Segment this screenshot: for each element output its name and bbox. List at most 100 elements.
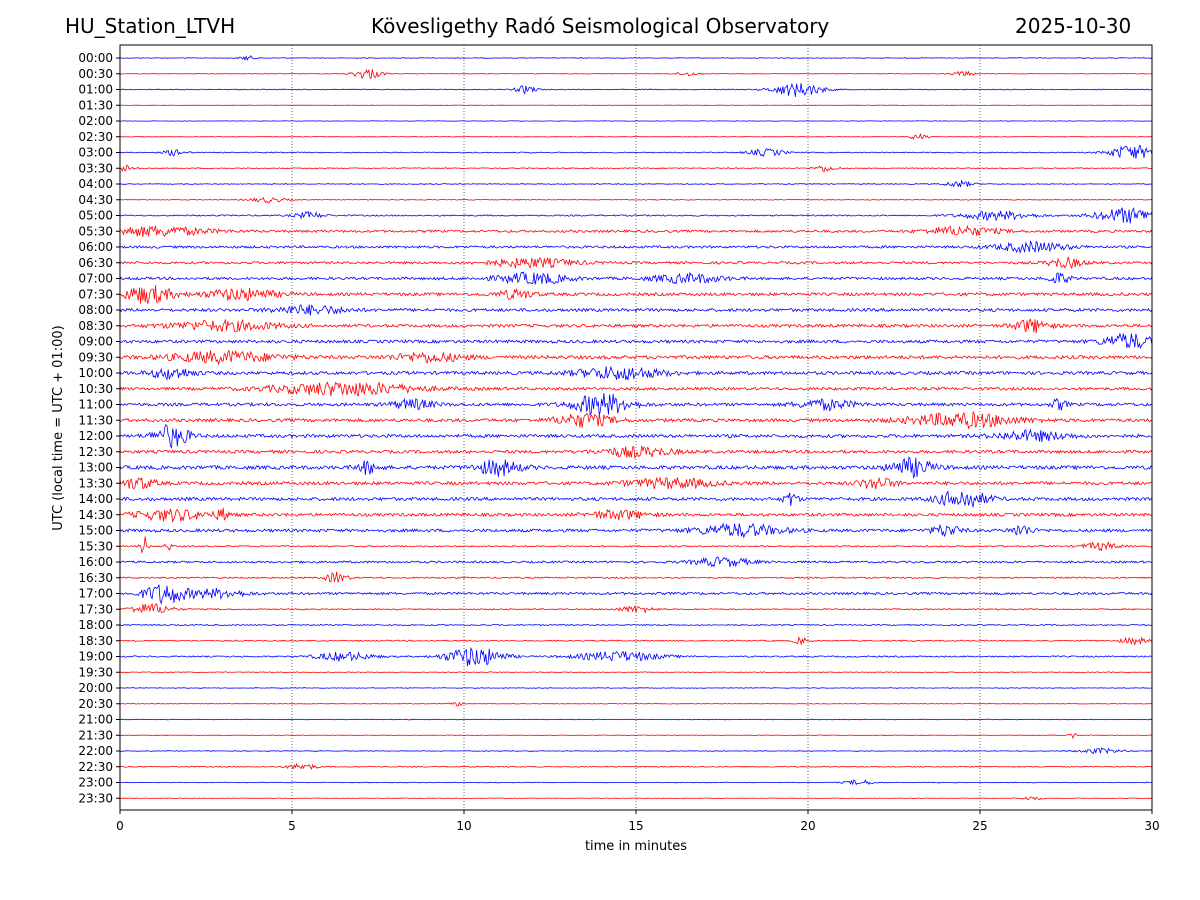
y-tick-label: 13:00 xyxy=(78,461,113,475)
trace-0530 xyxy=(119,224,1153,237)
trace-0600 xyxy=(119,240,1153,254)
x-tick-label: 30 xyxy=(1144,819,1159,833)
trace-1930 xyxy=(119,671,1152,674)
y-tick-label: 23:30 xyxy=(78,791,113,805)
trace-2200 xyxy=(119,747,1153,755)
date-title: 2025-10-30 xyxy=(1015,14,1132,38)
x-tick-label: 25 xyxy=(972,819,987,833)
trace-0000 xyxy=(119,54,1153,62)
trace-0300 xyxy=(119,144,1153,159)
trace-0730 xyxy=(119,285,1153,304)
trace-1500 xyxy=(119,522,1153,539)
trace-1330 xyxy=(119,476,1153,490)
y-tick-label: 19:00 xyxy=(78,650,113,664)
trace-2100 xyxy=(120,718,1153,721)
y-tick-label: 14:30 xyxy=(78,508,113,522)
y-tick-label: 11:00 xyxy=(78,398,113,412)
observatory-title: Kövesligethy Radó Seismological Observat… xyxy=(371,14,830,38)
trace-0400 xyxy=(119,179,1153,188)
y-tick-label: 04:00 xyxy=(78,177,113,191)
y-tick-label: 02:30 xyxy=(78,130,113,144)
trace-1700 xyxy=(119,584,1153,605)
x-tick-label: 10 xyxy=(456,819,471,833)
y-tick-label: 12:00 xyxy=(78,429,113,443)
y-tick-label: 15:30 xyxy=(78,539,113,553)
trace-1830 xyxy=(119,636,1153,647)
x-tick-label: 5 xyxy=(288,819,296,833)
y-tick-label: 18:00 xyxy=(78,618,113,632)
trace-0930 xyxy=(119,349,1153,366)
trace-0430 xyxy=(119,197,1153,204)
trace-1000 xyxy=(119,366,1153,381)
y-tick-label: 09:30 xyxy=(78,350,113,364)
y-tick-label: 06:30 xyxy=(78,256,113,270)
y-tick-label: 21:30 xyxy=(78,728,113,742)
x-tick-label: 0 xyxy=(116,819,124,833)
y-tick-label: 20:00 xyxy=(78,681,113,695)
trace-0330 xyxy=(119,164,1153,173)
y-tick-label: 08:30 xyxy=(78,319,113,333)
trace-1730 xyxy=(119,602,1153,614)
y-axis-label: UTC (local time = UTC + 01:00) xyxy=(51,325,66,530)
y-tick-label: 00:00 xyxy=(78,51,113,65)
y-tick-label: 16:00 xyxy=(78,555,113,569)
y-tick-label: 12:30 xyxy=(78,445,113,459)
trace-1130 xyxy=(119,410,1153,430)
y-tick-label: 02:00 xyxy=(78,114,113,128)
x-axis-label: time in minutes xyxy=(585,839,687,854)
y-tick-label: 10:00 xyxy=(78,366,113,380)
trace-2330 xyxy=(119,796,1153,801)
y-tick-label: 07:30 xyxy=(78,287,113,301)
y-tick-label: 20:30 xyxy=(78,697,113,711)
y-tick-label: 09:00 xyxy=(78,335,113,349)
y-tick-label: 22:30 xyxy=(78,760,113,774)
y-tick-label: 00:30 xyxy=(78,67,113,81)
traces xyxy=(119,54,1153,801)
plot-frame xyxy=(119,44,1153,811)
y-tick-label: 23:00 xyxy=(78,776,113,790)
trace-0630 xyxy=(119,256,1153,270)
trace-2030 xyxy=(120,701,1153,707)
trace-0830 xyxy=(119,318,1153,334)
trace-1200 xyxy=(119,424,1153,449)
grid xyxy=(291,45,981,810)
y-tick-label: 10:30 xyxy=(78,382,113,396)
trace-1530 xyxy=(119,536,1153,554)
trace-2300 xyxy=(119,779,1152,786)
trace-1430 xyxy=(119,507,1153,523)
y-tick-label: 13:30 xyxy=(78,476,113,490)
y-tick-label: 18:30 xyxy=(78,634,113,648)
trace-1630 xyxy=(119,571,1153,583)
trace-1300 xyxy=(119,456,1153,479)
trace-1400 xyxy=(119,490,1153,508)
y-tick-label: 21:00 xyxy=(78,713,113,727)
y-tick-label: 16:30 xyxy=(78,571,113,585)
y-tick-label: 03:00 xyxy=(78,146,113,160)
trace-1230 xyxy=(119,445,1153,460)
trace-1900 xyxy=(119,647,1153,667)
y-tick-label: 17:30 xyxy=(78,602,113,616)
y-tick-label: 01:30 xyxy=(78,98,113,112)
trace-1100 xyxy=(119,393,1153,417)
y-tick-label: 11:30 xyxy=(78,413,113,427)
trace-1030 xyxy=(119,381,1153,397)
y-tick-label: 08:00 xyxy=(78,303,113,317)
trace-2230 xyxy=(119,762,1153,771)
trace-0800 xyxy=(119,304,1153,316)
trace-1800 xyxy=(119,623,1153,627)
trace-0900 xyxy=(119,333,1153,350)
x-tick-label: 20 xyxy=(800,819,815,833)
trace-0230 xyxy=(120,132,1153,140)
y-tick-label: 04:30 xyxy=(78,193,113,207)
x-ticks: 0 5 10 15 20 25 30 xyxy=(116,810,1160,833)
y-tick-label: 17:00 xyxy=(78,587,113,601)
trace-0030 xyxy=(119,68,1153,80)
y-tick-label: 14:00 xyxy=(78,492,113,506)
trace-2000 xyxy=(119,687,1153,689)
trace-0500 xyxy=(119,207,1153,224)
y-tick-label: 07:00 xyxy=(78,272,113,286)
trace-1600 xyxy=(119,556,1153,568)
y-tick-label: 06:00 xyxy=(78,240,113,254)
